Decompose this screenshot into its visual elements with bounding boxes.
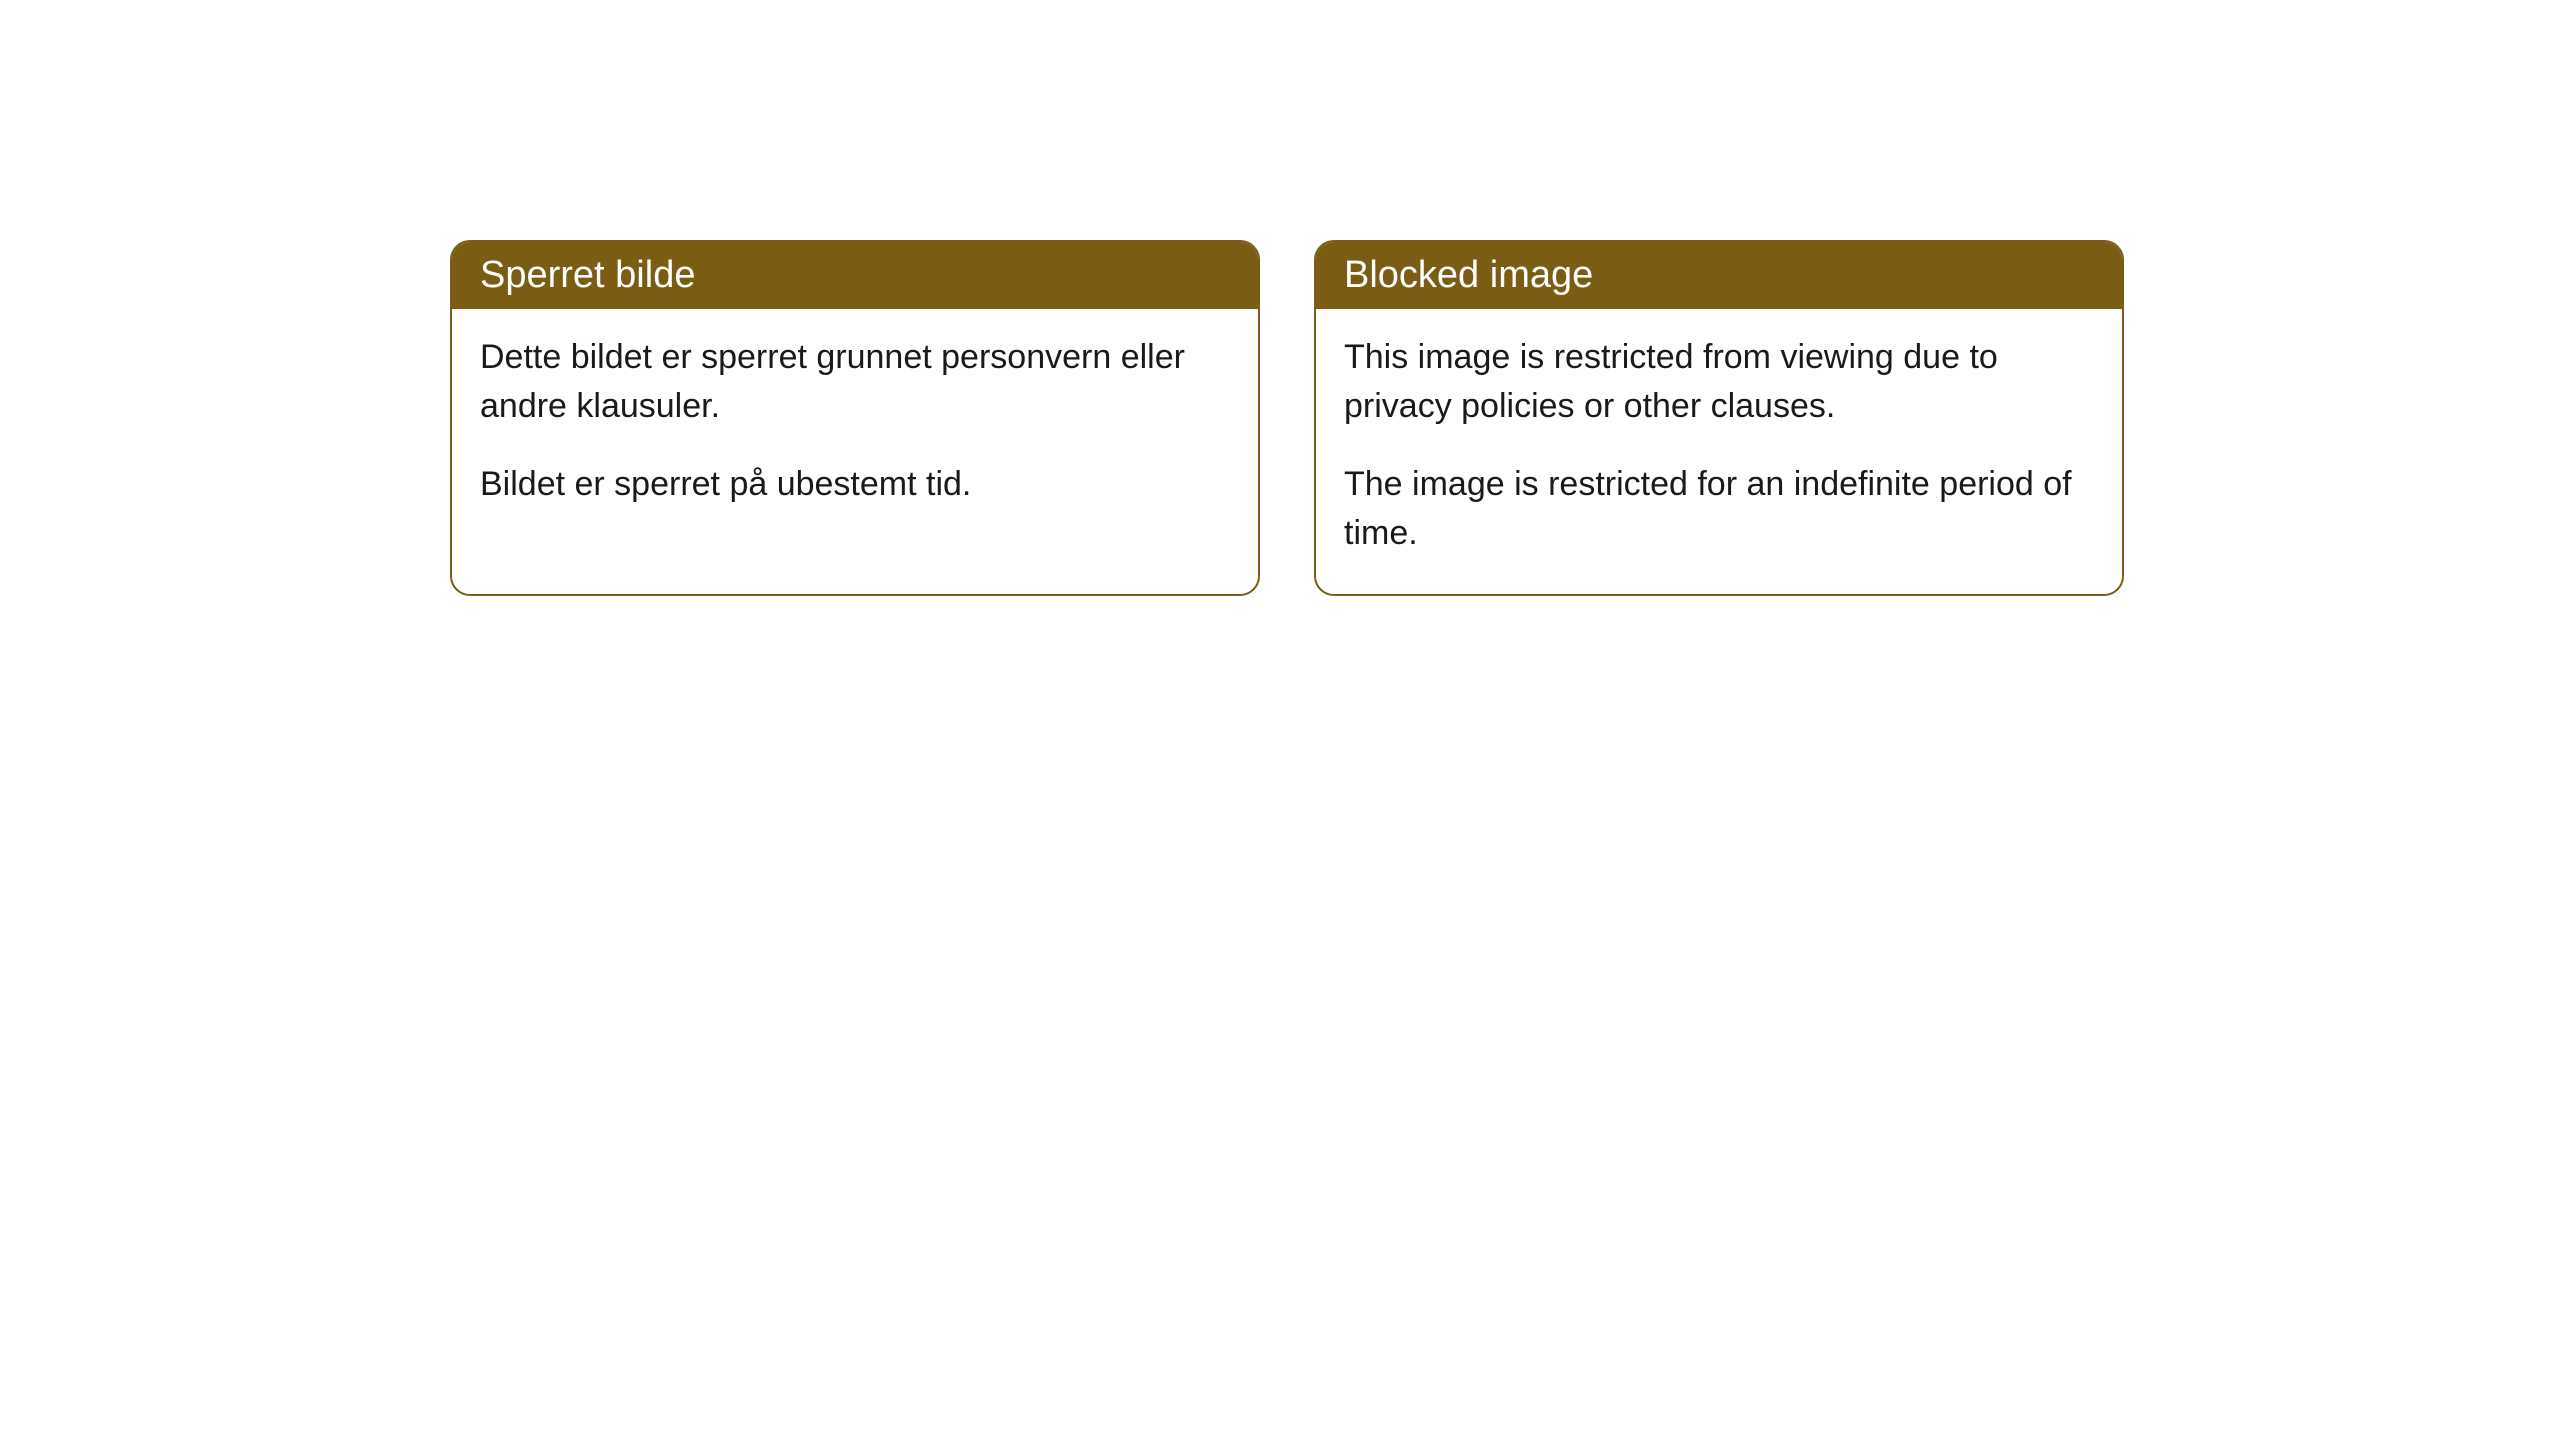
card-english: Blocked image This image is restricted f… — [1314, 240, 2124, 596]
card-paragraph: This image is restricted from viewing du… — [1344, 333, 2094, 432]
card-paragraph: Bildet er sperret på ubestemt tid. — [480, 460, 1230, 509]
card-body-english: This image is restricted from viewing du… — [1316, 309, 2122, 594]
card-paragraph: The image is restricted for an indefinit… — [1344, 460, 2094, 559]
card-title: Sperret bilde — [480, 254, 695, 296]
card-header-norwegian: Sperret bilde — [452, 242, 1258, 309]
card-header-english: Blocked image — [1316, 242, 2122, 309]
card-title: Blocked image — [1344, 254, 1593, 296]
card-norwegian: Sperret bilde Dette bildet er sperret gr… — [450, 240, 1260, 596]
cards-container: Sperret bilde Dette bildet er sperret gr… — [450, 240, 2124, 596]
card-body-norwegian: Dette bildet er sperret grunnet personve… — [452, 309, 1258, 545]
card-paragraph: Dette bildet er sperret grunnet personve… — [480, 333, 1230, 432]
